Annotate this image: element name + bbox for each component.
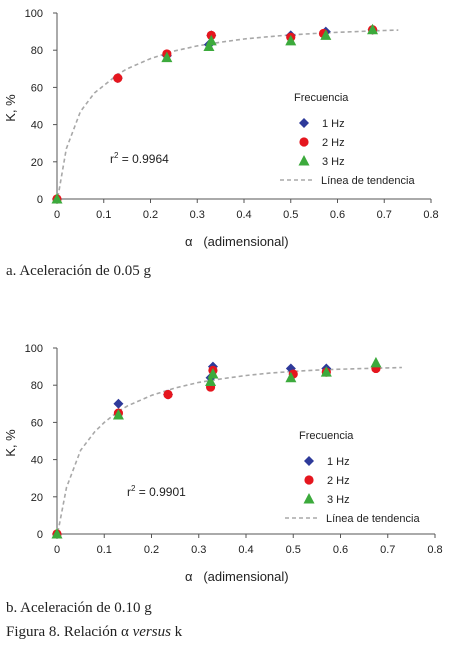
- legend-label: 1 Hz: [322, 118, 345, 130]
- y-tick-label: 100: [25, 8, 43, 20]
- legend-key-marker: [298, 155, 310, 166]
- x-tick-label: 0.6: [330, 209, 345, 221]
- caption-chart-a: a. Aceleración de 0.05 g: [6, 263, 151, 279]
- trend-line: [57, 366, 402, 533]
- caption-chart-b: b. Aceleración de 0.10 g: [6, 600, 152, 616]
- y-tick-label: 40: [31, 120, 43, 132]
- y-tick-label: 20: [31, 492, 43, 504]
- x-tick-label: 0.8: [423, 209, 438, 221]
- point-3-hz: [205, 34, 217, 46]
- point-3-hz: [285, 371, 297, 383]
- legend-label: 2 Hz: [322, 137, 345, 149]
- r2-superscript: 2: [114, 151, 119, 160]
- legend-title: Frecuencia: [294, 92, 349, 104]
- figure-caption-prefix: Figura 8. Relación α: [6, 624, 133, 640]
- x-tick-label: 0.6: [333, 544, 348, 556]
- y-tick-label: 0: [37, 529, 43, 541]
- point-3-hz: [367, 23, 379, 35]
- point-2-hz: [163, 389, 173, 400]
- x-tick-label: 0.4: [238, 544, 253, 556]
- point-3-hz: [370, 356, 382, 368]
- legend-key-marker: [303, 493, 315, 504]
- point-3-hz: [51, 528, 63, 539]
- x-tick-label: 0.2: [143, 209, 158, 221]
- legend-label: Línea de tendencia: [326, 513, 420, 525]
- point-3-hz: [112, 408, 124, 420]
- figure-caption-italic: versus: [132, 624, 171, 640]
- legend-label: Línea de tendencia: [321, 175, 415, 187]
- x-axis-title: α (adimensional): [185, 569, 289, 584]
- point-3-hz: [320, 366, 332, 377]
- x-tick-label: 0.7: [377, 209, 392, 221]
- r2-value: = 0.9964: [118, 152, 169, 166]
- chart-acceleration-005g: 0 0.1 0.2 0.3 0.4 0.5 0.6 0.7 0.8 0 20 40 60 80 100 α (…: [3, 8, 439, 249]
- legend-key-marker: [299, 118, 309, 128]
- legend: Frecuencia 1 Hz 2 Hz 3 Hz Línea de tendencia: [285, 430, 420, 525]
- point-2-hz: [113, 73, 123, 83]
- x-tick-label: 0: [54, 209, 60, 221]
- point-3-hz: [320, 29, 332, 40]
- y-tick-label: 60: [31, 417, 43, 429]
- y-tick-label: 20: [31, 157, 43, 169]
- x-axis-title: α (adimensional): [185, 234, 289, 249]
- point-3-hz: [161, 51, 173, 63]
- y-axis-title: K, %: [3, 94, 18, 122]
- x-tick-label: 0: [54, 544, 60, 556]
- x-tick-label: 0.4: [236, 209, 251, 221]
- y-tick-label: 40: [31, 455, 43, 467]
- y-tick-label: 80: [31, 380, 43, 392]
- x-tick-label: 0.3: [191, 544, 206, 556]
- r2-annotation: r2 = 0.9901: [127, 484, 186, 499]
- point-3-hz: [205, 375, 217, 386]
- r2-annotation: r2 = 0.9964: [110, 151, 169, 166]
- legend-title: Frecuencia: [299, 430, 354, 442]
- r2-superscript: 2: [131, 484, 136, 493]
- chart-acceleration-010g: 0 0.1 0.2 0.3 0.4 0.5 0.6 0.7 0.8 0 20 40 60 80 100 α (…: [3, 343, 443, 584]
- point-3-hz: [203, 40, 215, 51]
- y-tick-label: 60: [31, 82, 43, 94]
- x-tick-label: 0.5: [283, 209, 298, 221]
- y-tick-label: 80: [31, 45, 43, 57]
- point-3-hz: [51, 193, 63, 204]
- point-3-hz: [207, 368, 219, 379]
- figure-caption-suffix: k: [170, 624, 183, 640]
- r2-value: = 0.9901: [135, 485, 186, 499]
- y-axis-title: K, %: [3, 429, 18, 457]
- x-tick-label: 0.3: [190, 209, 205, 221]
- y-tick-label: 100: [25, 343, 43, 355]
- x-tick-label: 0.8: [427, 544, 442, 556]
- x-tick-label: 0.1: [97, 544, 112, 556]
- point-1-hz: [113, 398, 124, 409]
- r2-base: r: [127, 485, 131, 499]
- trend-line: [57, 29, 399, 198]
- x-tick-label: 0.2: [144, 544, 159, 556]
- point-3-hz: [285, 34, 297, 46]
- x-tick-label: 0.1: [96, 209, 111, 221]
- y-tick-label: 0: [37, 194, 43, 206]
- legend-label: 3 Hz: [327, 494, 350, 506]
- r2-base: r: [110, 152, 114, 166]
- legend-key-marker: [304, 456, 314, 466]
- legend-key-marker: [299, 137, 309, 147]
- x-tick-label: 0.7: [380, 544, 395, 556]
- x-tick-label: 0.5: [286, 544, 301, 556]
- legend-label: 2 Hz: [327, 475, 350, 487]
- legend-label: 3 Hz: [322, 156, 345, 168]
- legend-label: 1 Hz: [327, 456, 350, 468]
- legend-key-marker: [304, 475, 314, 485]
- legend: Frecuencia 1 Hz 2 Hz 3 Hz Línea de tendencia: [280, 92, 415, 187]
- figure-caption: Figura 8. Relación α versus k: [6, 624, 182, 641]
